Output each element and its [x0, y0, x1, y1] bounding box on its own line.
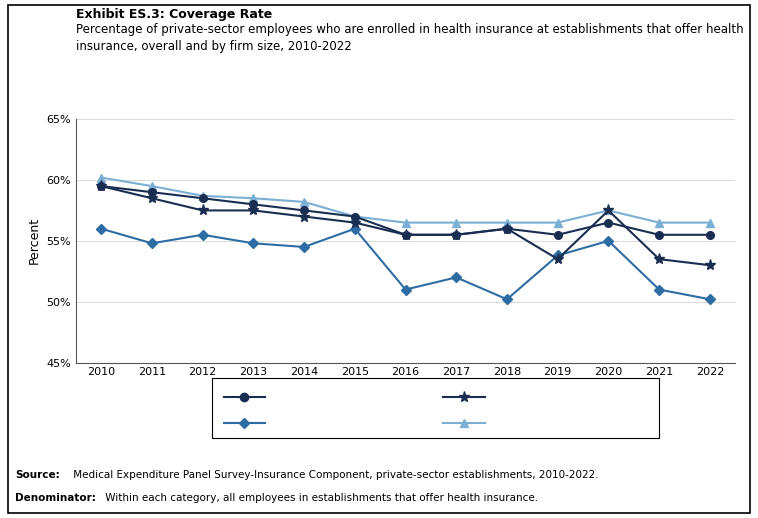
Line: Large (100+ Employees): Large (100+ Employees) [97, 174, 714, 227]
Large (100+ Employees) [604, 207, 613, 213]
Medium (50-99 Employees) [350, 225, 359, 232]
Text: Exhibit ES.3: Coverage Rate: Exhibit ES.3: Coverage Rate [76, 8, 272, 21]
Small (<50 Employees) [198, 207, 207, 213]
Small (<50 Employees) [299, 213, 309, 220]
Large (100+ Employees) [96, 175, 105, 181]
Small (<50 Employees) [604, 207, 613, 213]
United States [452, 232, 461, 238]
Line: Small (<50 Employees): Small (<50 Employees) [96, 181, 716, 271]
Small (<50 Employees) [706, 262, 715, 268]
Y-axis label: Percent: Percent [27, 218, 41, 264]
Small (<50 Employees) [147, 195, 156, 202]
Large (100+ Employees) [553, 220, 562, 226]
United States [350, 213, 359, 220]
United States [198, 195, 207, 202]
Text: Medical Expenditure Panel Survey-Insurance Component, private-sector establishme: Medical Expenditure Panel Survey-Insuran… [70, 470, 599, 480]
Text: Denominator:: Denominator: [15, 493, 96, 503]
United States [706, 232, 715, 238]
Large (100+ Employees) [249, 195, 258, 202]
Large (100+ Employees) [452, 220, 461, 226]
Small (<50 Employees) [503, 225, 512, 232]
Large (100+ Employees) [299, 199, 309, 205]
United States [503, 225, 512, 232]
Text: Large (100+ Employees): Large (100+ Employees) [490, 418, 629, 428]
Small (<50 Employees) [249, 207, 258, 213]
Small (<50 Employees) [350, 220, 359, 226]
Medium (50-99 Employees) [604, 238, 613, 244]
Text: Medium (50-99 Employees): Medium (50-99 Employees) [271, 418, 424, 428]
Large (100+ Employees) [350, 213, 359, 220]
United States [553, 232, 562, 238]
Large (100+ Employees) [503, 220, 512, 226]
Small (<50 Employees) [452, 232, 461, 238]
United States [249, 201, 258, 207]
Medium (50-99 Employees) [299, 244, 309, 250]
Small (<50 Employees) [401, 232, 410, 238]
Small (<50 Employees) [96, 183, 105, 189]
Large (100+ Employees) [198, 193, 207, 199]
Medium (50-99 Employees) [452, 274, 461, 280]
United States [604, 220, 613, 226]
Large (100+ Employees) [655, 220, 664, 226]
Medium (50-99 Employees) [655, 286, 664, 293]
Large (100+ Employees) [706, 220, 715, 226]
United States [401, 232, 410, 238]
Medium (50-99 Employees) [553, 252, 562, 258]
Large (100+ Employees) [401, 220, 410, 226]
Text: Source:: Source: [15, 470, 60, 480]
Line: United States: United States [97, 182, 714, 239]
Small (<50 Employees) [655, 256, 664, 262]
Medium (50-99 Employees) [147, 240, 156, 247]
Medium (50-99 Employees) [249, 240, 258, 247]
Text: Within each category, all employees in establishments that offer health insuranc: Within each category, all employees in e… [102, 493, 538, 503]
Medium (50-99 Employees) [706, 296, 715, 303]
Medium (50-99 Employees) [401, 286, 410, 293]
Medium (50-99 Employees) [198, 232, 207, 238]
United States [96, 183, 105, 189]
Text: Percentage of private-sector employees who are enrolled in health insurance at e: Percentage of private-sector employees w… [76, 23, 744, 53]
Small (<50 Employees) [553, 256, 562, 262]
United States [147, 189, 156, 195]
Large (100+ Employees) [147, 183, 156, 189]
Text: United States: United States [271, 392, 346, 402]
Line: Medium (50-99 Employees): Medium (50-99 Employees) [98, 225, 713, 303]
Medium (50-99 Employees) [503, 296, 512, 303]
United States [299, 207, 309, 213]
Text: Small (<50 Employees): Small (<50 Employees) [490, 392, 622, 402]
Medium (50-99 Employees) [96, 225, 105, 232]
United States [655, 232, 664, 238]
